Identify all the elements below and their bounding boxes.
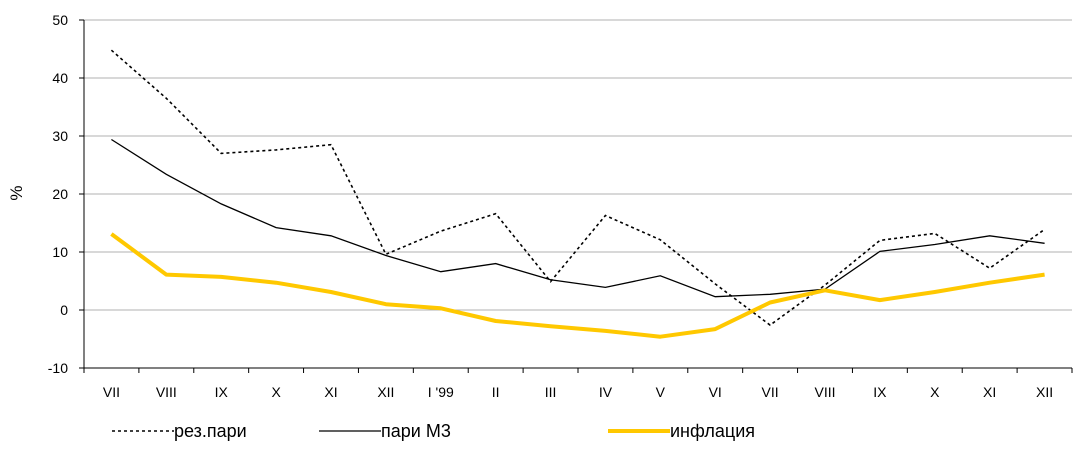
x-tick-label: IX bbox=[873, 384, 887, 400]
x-tick-label: XII bbox=[1036, 384, 1053, 400]
series-lines bbox=[110, 49, 1046, 339]
y-axis-label: % bbox=[7, 185, 26, 200]
x-tick-label: IX bbox=[215, 384, 229, 400]
legend-label: инфлация bbox=[670, 421, 755, 441]
x-tick-label: V bbox=[656, 384, 666, 400]
x-tick-label: I '99 bbox=[428, 384, 454, 400]
y-tick-label: 10 bbox=[52, 244, 68, 260]
y-axis-ticks: -10 0 10 20 30 40 50 bbox=[48, 12, 84, 376]
y-tick-label: -10 bbox=[48, 360, 68, 376]
series-line-2 bbox=[111, 138, 1045, 298]
x-tick-label: II bbox=[492, 384, 500, 400]
legend: рез.пари пари М3 инфлация bbox=[112, 421, 755, 441]
x-tick-label: XII bbox=[377, 384, 394, 400]
y-tick-label: 30 bbox=[52, 128, 68, 144]
x-tick-label: VII bbox=[762, 384, 779, 400]
x-tick-label: XI bbox=[983, 384, 996, 400]
x-tick-label: XI bbox=[324, 384, 337, 400]
y-tick-label: 20 bbox=[52, 186, 68, 202]
x-tick-label: IV bbox=[599, 384, 613, 400]
legend-label: пари М3 bbox=[381, 421, 451, 441]
x-axis-ticks: VII VIII IX X XI XII I '99 II III IV V VI VII VIII IX X… bbox=[83, 368, 1073, 400]
gridlines bbox=[84, 19, 1072, 311]
series-line-1 bbox=[110, 49, 1046, 327]
x-tick-label: VIII bbox=[156, 384, 177, 400]
x-tick-label: VIII bbox=[814, 384, 835, 400]
x-tick-label: VII bbox=[103, 384, 120, 400]
x-tick-label: VI bbox=[709, 384, 722, 400]
x-tick-label: X bbox=[930, 384, 940, 400]
x-tick-label: X bbox=[271, 384, 281, 400]
series-line-3 bbox=[110, 232, 1045, 339]
legend-label: рез.пари bbox=[174, 421, 247, 441]
y-tick-label: 40 bbox=[52, 70, 68, 86]
y-tick-label: 0 bbox=[60, 302, 68, 318]
x-tick-label: III bbox=[545, 384, 557, 400]
y-tick-label: 50 bbox=[52, 12, 68, 28]
